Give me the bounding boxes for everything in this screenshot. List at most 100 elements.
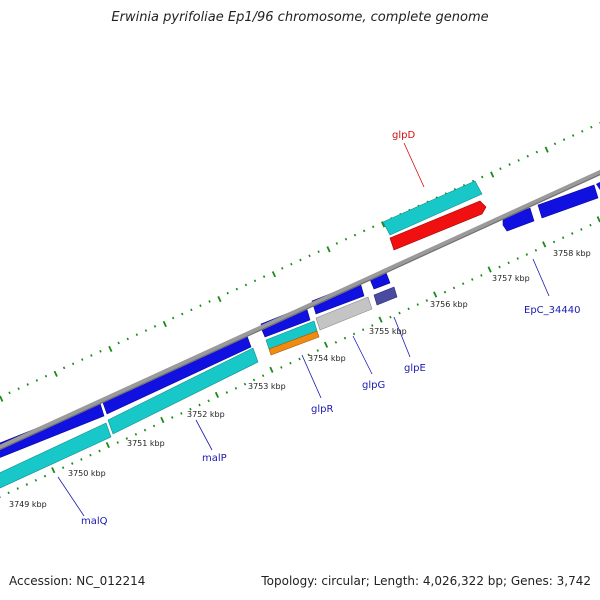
scale-dot [371,324,374,327]
scale-dot [517,159,520,162]
scale-dot [398,311,401,315]
scale-dot [144,329,148,332]
scale-dot [252,378,256,382]
gene-label-glpR[interactable]: glpR [311,404,333,415]
scale-dot [171,416,174,419]
kbp-tick-mark [51,467,56,474]
cds-feature-blue[interactable] [502,207,535,232]
scale-dot [353,233,357,237]
inner-tick-ring [0,216,600,498]
cds-feature-cyan[interactable] [107,347,259,435]
cds-feature-glpD-cyan[interactable] [382,180,483,236]
scale-dot [562,138,566,141]
scale-dot [81,358,84,361]
scale-dot [289,361,292,365]
kbp-label: 3752 kbp [187,410,225,419]
scale-dot [244,283,248,287]
scale-dot [189,407,192,411]
scale-dot [471,278,474,281]
feature-track-inner [0,200,487,489]
scale-dot [589,223,592,227]
scale-dot [90,354,93,357]
scale-dot [352,332,356,336]
scale-dot [80,458,83,461]
scale-dot [17,387,20,391]
cds-feature-glpD-red[interactable] [389,200,487,251]
scale-dot [207,399,210,403]
scale-dot [143,428,147,432]
scale-dot [335,242,339,245]
scale-dot [534,248,538,252]
scale-dot [117,341,120,345]
scale-dot [581,129,584,133]
kbp-tick-mark [544,146,549,153]
scale-dot [171,316,175,320]
cds-feature-cyan[interactable] [0,422,112,489]
scale-dot [526,154,529,158]
cds-feature-navy[interactable] [373,286,398,306]
scale-dot [407,307,410,311]
scale-dot [308,254,311,258]
cds-feature-gray[interactable] [315,296,373,331]
genome-summary-text: Topology: circular; Length: 4,026,322 bp… [261,574,591,588]
cds-feature-blue[interactable] [537,184,599,219]
scale-dot [361,328,365,332]
scale-dot [34,478,38,482]
feature-track-outer [0,180,600,458]
kbp-label: 3749 kbp [9,500,47,509]
chromosome-backbone [0,169,600,451]
gene-label-glpE[interactable]: glpE [404,363,426,374]
gene-label-malQ[interactable]: malQ [81,516,108,527]
gene-labels: malQ malP glpR glpG glpE glpD EpC_34440 [57,130,580,527]
scale-dot [371,225,375,229]
kbp-tick-mark [380,221,386,228]
scale-dot [180,412,183,415]
scale-dot [43,474,47,478]
kbp-tick-mark [542,241,547,248]
scale-dot [481,175,484,179]
kbp-tick-mark [108,345,113,352]
scale-dot [299,258,302,262]
scale-dot [44,374,48,378]
kbp-tick-mark [160,416,165,424]
scale-dot [316,349,319,352]
scale-dot [498,265,501,269]
gene-label-EpC_34440[interactable]: EpC_34440 [524,305,580,316]
scale-dot [226,291,229,295]
kbp-label: 3754 kbp [308,354,346,363]
scale-dot [26,383,29,386]
scale-dot [461,282,465,286]
gene-label-malP[interactable]: malP [202,453,227,464]
scale-dot [552,240,556,244]
scale-dot [71,462,74,465]
kbp-tick-mark [105,442,110,449]
scale-dot [235,287,239,291]
kbp-label: 3753 kbp [248,382,286,391]
scale-dot [116,441,119,444]
scale-dot [280,366,283,369]
scale-dot [98,449,101,453]
scale-dot [243,382,247,386]
gene-label-glpG[interactable]: glpG [362,380,385,391]
scale-dot [225,391,229,394]
kbp-tick-mark [378,316,383,323]
kbp-tick-mark [323,341,329,348]
cds-feature-blue-edge[interactable] [596,182,600,190]
scale-dot [134,432,138,436]
kbp-label: 3756 kbp [430,300,468,309]
scale-dot [262,275,266,278]
cds-feature-orange[interactable] [268,330,320,356]
scale-dot [571,134,575,137]
accession-text: Accession: NC_012214 [9,574,146,588]
scale-dot [25,483,29,486]
scale-dot [125,437,129,440]
scale-dot [234,386,238,390]
scale-dot [580,228,583,231]
scale-dot [499,167,502,171]
kbp-tick-mark [53,370,58,377]
kbp-tick-mark [0,395,4,402]
kbp-label: 3755 kbp [369,327,407,336]
gene-label-glpD[interactable]: glpD [392,130,415,141]
scale-dot [553,142,557,146]
kbp-tick-mark [271,271,277,278]
